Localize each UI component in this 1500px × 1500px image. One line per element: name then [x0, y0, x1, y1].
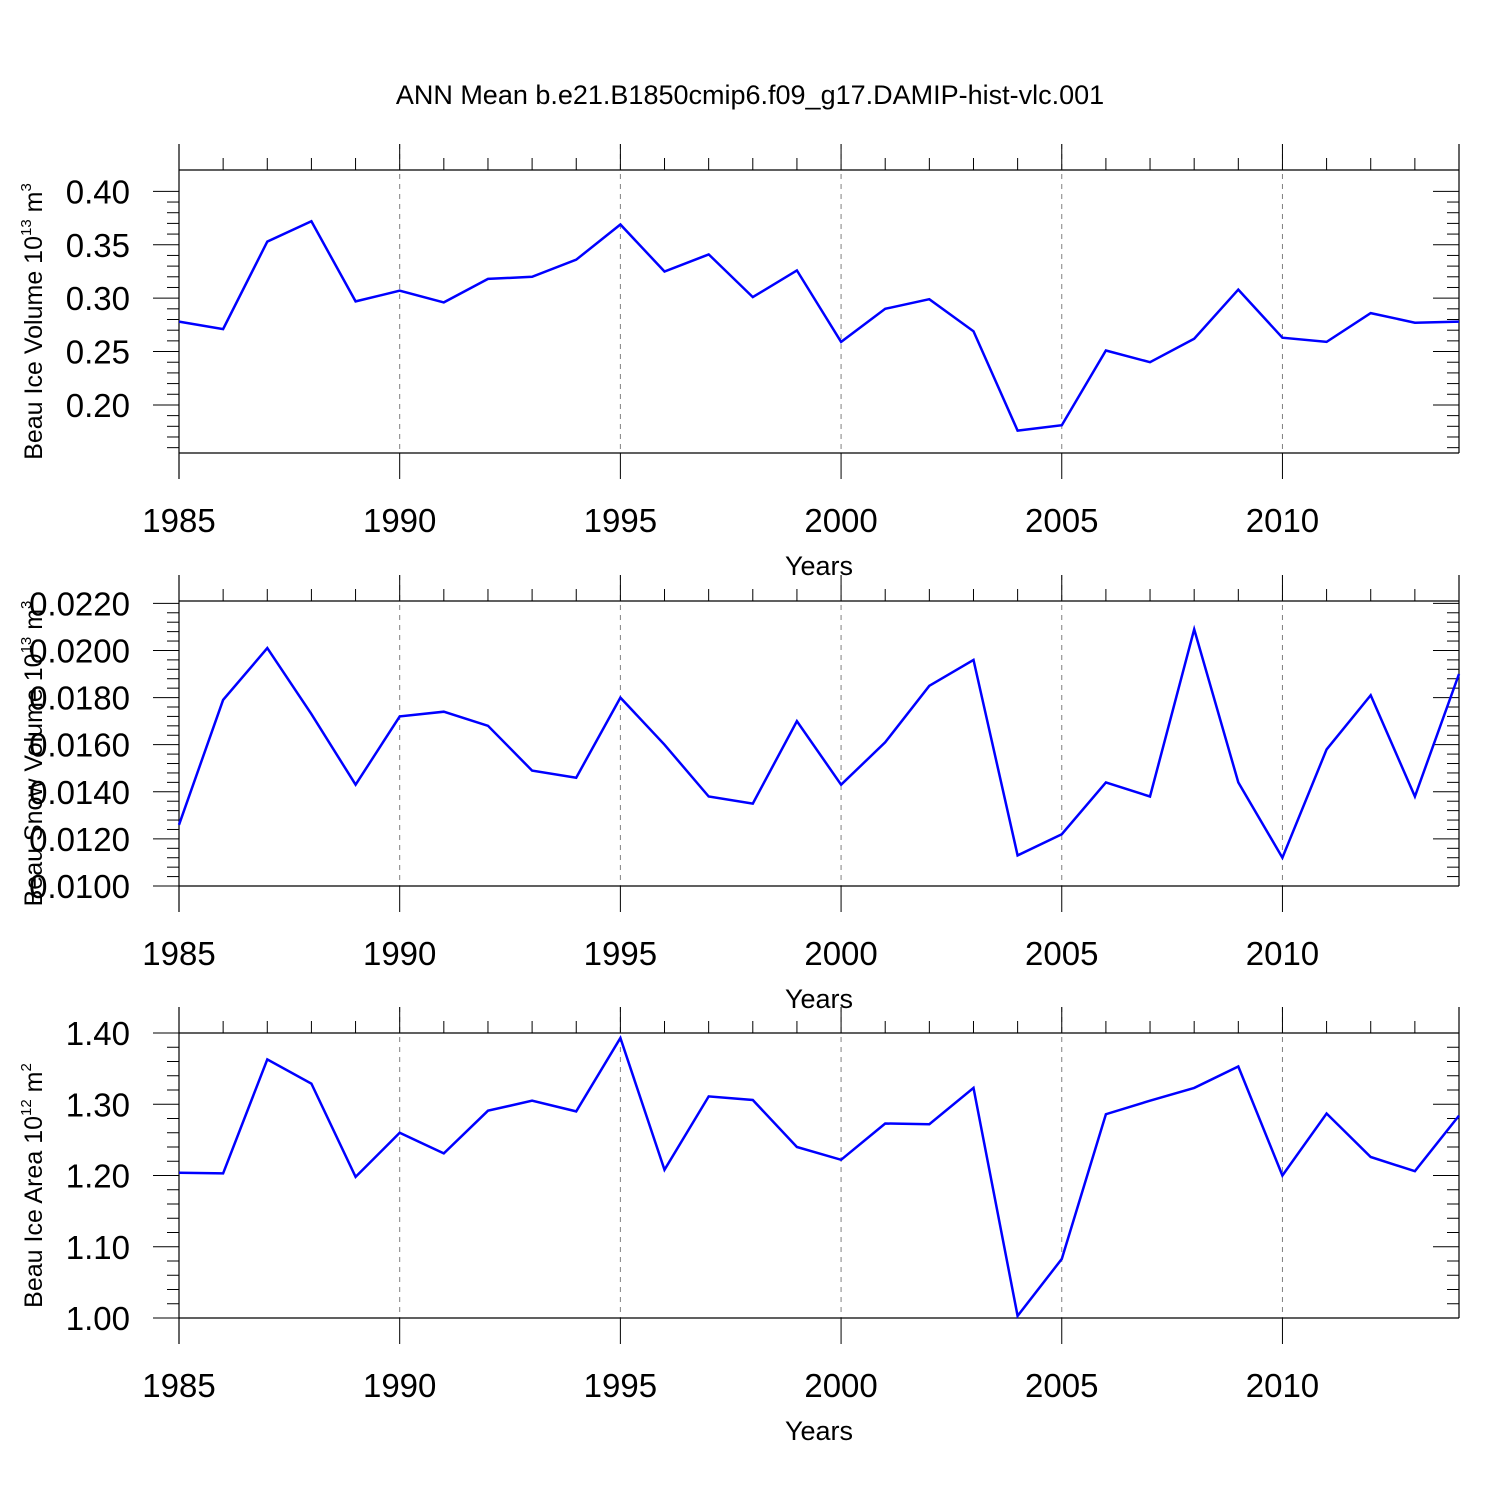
- series-line: [178, 219, 1460, 432]
- x-axis-label: Years: [785, 1416, 853, 1446]
- x-axis-label: Years: [785, 984, 853, 1014]
- y-tick-label: 1.20: [66, 1158, 130, 1195]
- y-axis-label: Beau Ice Volume 1013 m3: [18, 183, 48, 460]
- y-tick-label: 0.0120: [29, 821, 130, 858]
- y-tick-label: 1.40: [66, 1015, 130, 1052]
- x-tick-label: 2005: [1025, 502, 1098, 539]
- x-tick-label: 1990: [363, 502, 436, 539]
- panel-1: 1985 1990 1995 2000 2005 2010 Years 0.20 0.25 0.3…: [18, 144, 1460, 581]
- x-tick-label: 2010: [1246, 935, 1319, 972]
- y-tick-label: 0.25: [66, 334, 130, 371]
- x-tick-label: 1990: [363, 935, 436, 972]
- x-tick-label: 1995: [584, 935, 657, 972]
- y-tick-label: 0.30: [66, 280, 130, 317]
- x-tick-label: 2000: [804, 935, 877, 972]
- figure-title: ANN Mean b.e21.B1850cmip6.f09_g17.DAMIP-…: [395, 80, 1105, 110]
- y-axis-label: Beau Ice Area 1012 m2: [18, 1063, 48, 1308]
- series-line: [177, 624, 1461, 861]
- x-tick-label: 1995: [584, 1367, 657, 1404]
- y-tick-label: 0.20: [66, 387, 130, 424]
- x-tick-label: 1990: [363, 1367, 436, 1404]
- x-tick-label: 2010: [1246, 502, 1319, 539]
- y-tick-label: 0.0220: [29, 585, 130, 622]
- x-axis-label: Years: [785, 551, 853, 581]
- y-tick-label: 0.0140: [29, 774, 130, 811]
- y-tick-label: 0.0160: [29, 727, 130, 764]
- x-tick-label: 1985: [142, 1367, 215, 1404]
- x-tick-label: 2005: [1025, 1367, 1098, 1404]
- y-tick-label: 0.0180: [29, 680, 130, 717]
- x-tick-label: 2005: [1025, 935, 1098, 972]
- y-tick-label: 1.00: [66, 1300, 130, 1337]
- x-tick-label: 1985: [142, 935, 215, 972]
- panel-2: 1985 1990 1995 2000 2005 2010 Years 0.0100 0.012…: [18, 575, 1461, 1014]
- x-tick-label: 1995: [584, 502, 657, 539]
- x-tick-label: 2000: [804, 502, 877, 539]
- y-tick-label: 1.30: [66, 1086, 130, 1123]
- y-tick-label: 0.0200: [29, 632, 130, 669]
- y-axis-label: Beau Snow Volume 1013 m3: [18, 601, 48, 907]
- series-line: [178, 1035, 1460, 1319]
- y-tick-label: 1.10: [66, 1229, 130, 1266]
- x-tick-label: 2000: [804, 1367, 877, 1404]
- y-tick-label: 0.0100: [29, 868, 130, 905]
- panel-3: 1985 1990 1995 2000 2005 2010 Years 1.00 1.10 1.2…: [18, 1007, 1460, 1446]
- y-tick-label: 0.40: [66, 173, 130, 210]
- x-tick-label: 1985: [142, 502, 215, 539]
- x-tick-label: 2010: [1246, 1367, 1319, 1404]
- y-tick-label: 0.35: [66, 227, 130, 264]
